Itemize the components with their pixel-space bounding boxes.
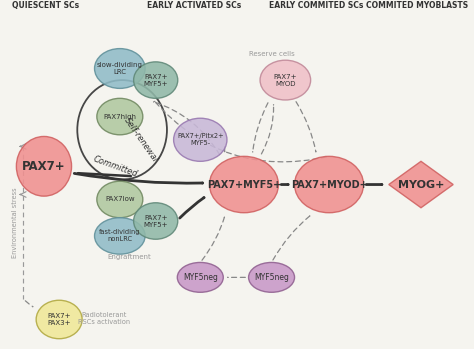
Ellipse shape	[134, 62, 178, 98]
Ellipse shape	[134, 203, 178, 239]
Text: Engraftment: Engraftment	[107, 254, 151, 260]
Text: QUIESCENT SCs: QUIESCENT SCs	[12, 1, 79, 10]
Text: MYF5neg: MYF5neg	[183, 273, 218, 282]
FancyArrowPatch shape	[154, 102, 219, 155]
Ellipse shape	[260, 60, 310, 100]
Text: PAX7+
MYF5+: PAX7+ MYF5+	[144, 74, 168, 87]
FancyArrowPatch shape	[74, 173, 202, 183]
FancyArrowPatch shape	[253, 103, 268, 152]
Text: slow-dividing
LRC: slow-dividing LRC	[97, 62, 143, 75]
FancyArrowPatch shape	[296, 102, 316, 152]
Ellipse shape	[294, 156, 364, 213]
Ellipse shape	[94, 49, 145, 88]
Text: fast-dividing
nonLRC: fast-dividing nonLRC	[99, 229, 141, 243]
Text: EARLY ACTIVATED SCs: EARLY ACTIVATED SCs	[147, 1, 242, 10]
Text: Self-renewal: Self-renewal	[122, 116, 159, 164]
Text: PAX7+
PAX3+: PAX7+ PAX3+	[47, 313, 71, 326]
FancyArrowPatch shape	[78, 173, 131, 176]
FancyArrowPatch shape	[202, 217, 225, 260]
Text: PAX7+MYF5+: PAX7+MYF5+	[207, 179, 281, 190]
Ellipse shape	[248, 262, 294, 292]
Ellipse shape	[17, 136, 72, 196]
Ellipse shape	[97, 181, 143, 218]
Text: MYOG+: MYOG+	[398, 179, 444, 190]
Text: PAX7+MYOD+: PAX7+MYOD+	[291, 179, 367, 190]
Ellipse shape	[210, 156, 278, 213]
FancyArrowPatch shape	[262, 105, 273, 154]
Ellipse shape	[36, 300, 82, 339]
Text: PAX7+: PAX7+	[22, 160, 66, 173]
Text: PAX7low: PAX7low	[105, 196, 135, 202]
Text: Radiotolerant
RSCs activation: Radiotolerant RSCs activation	[78, 312, 130, 325]
Text: PAX7+/Pitx2+
MYF5-: PAX7+/Pitx2+ MYF5-	[177, 133, 224, 146]
FancyArrowPatch shape	[155, 101, 326, 162]
Text: Reserve cells: Reserve cells	[249, 51, 294, 57]
Polygon shape	[389, 161, 453, 208]
FancyArrowPatch shape	[273, 216, 310, 260]
Text: Environmental stress: Environmental stress	[12, 187, 18, 258]
Ellipse shape	[94, 218, 145, 254]
FancyArrowPatch shape	[180, 198, 204, 218]
Text: PAX7+
MYOD: PAX7+ MYOD	[273, 74, 297, 87]
Text: PAX7high: PAX7high	[103, 113, 137, 120]
Ellipse shape	[173, 118, 227, 161]
Text: COMMITED MYOBLASTS: COMMITED MYOBLASTS	[366, 1, 468, 10]
Ellipse shape	[177, 262, 223, 292]
Text: EARLY COMMITED SCs: EARLY COMMITED SCs	[269, 1, 364, 10]
Ellipse shape	[97, 98, 143, 135]
FancyArrowPatch shape	[25, 301, 33, 307]
Text: PAX7+
MYF5+: PAX7+ MYF5+	[144, 215, 168, 228]
Text: Committed: Committed	[92, 154, 139, 178]
Text: MYF5neg: MYF5neg	[254, 273, 289, 282]
